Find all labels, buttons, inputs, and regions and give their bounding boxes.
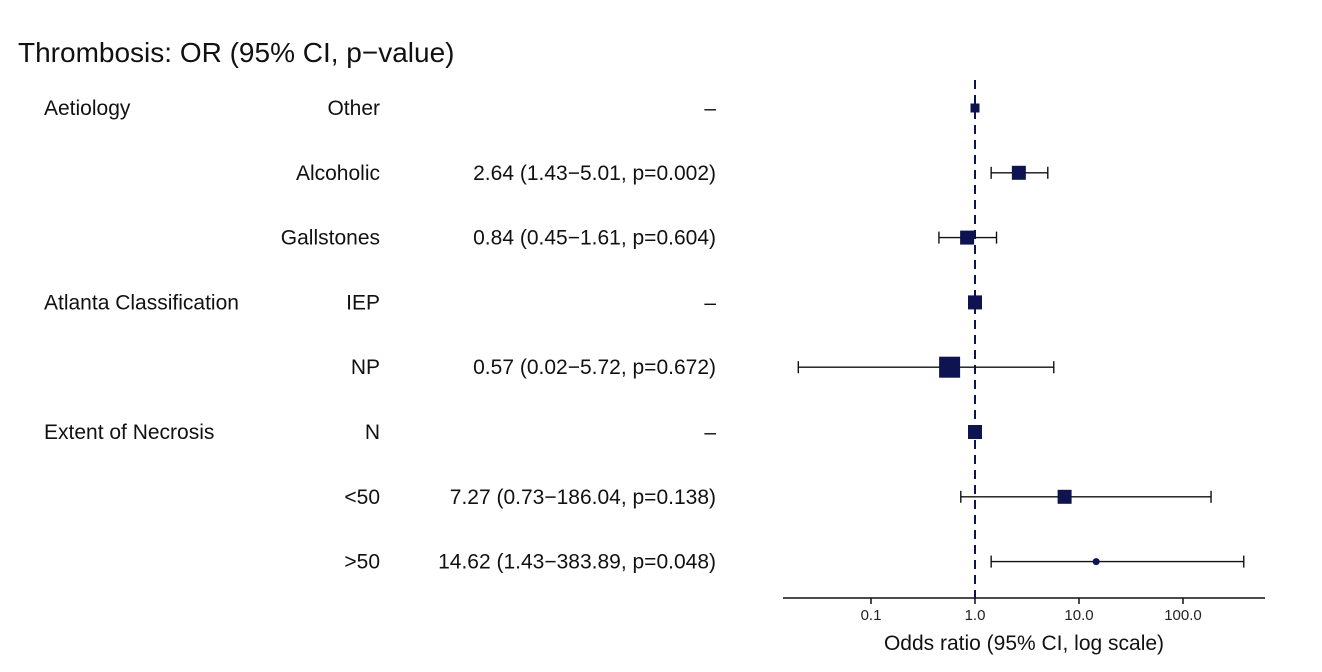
estimate-text: – bbox=[704, 97, 716, 120]
point-estimate bbox=[968, 425, 982, 439]
point-estimate bbox=[1057, 489, 1072, 504]
estimate-text: 2.64 (1.43−5.01, p=0.002) bbox=[473, 162, 716, 185]
point-estimate bbox=[968, 295, 982, 310]
x-tick-label: 10.0 bbox=[1064, 607, 1093, 624]
level-label: N bbox=[365, 421, 380, 444]
point-estimate bbox=[960, 230, 975, 245]
level-label: >50 bbox=[344, 551, 380, 574]
level-label: NP bbox=[351, 356, 380, 379]
estimate-text: – bbox=[704, 291, 716, 314]
level-label: Alcoholic bbox=[296, 162, 380, 185]
marks-layer bbox=[797, 103, 1245, 568]
x-tick-label: 0.1 bbox=[861, 607, 882, 624]
x-tick-label: 100.0 bbox=[1164, 607, 1202, 624]
x-axis: 0.1 1.0 10.0 100.0 bbox=[783, 597, 1265, 624]
estimate-text: 7.27 (0.73−186.04, p=0.138) bbox=[450, 486, 716, 509]
estimate-text: 0.57 (0.02−5.72, p=0.672) bbox=[473, 356, 716, 379]
estimate-text: 0.84 (0.45−1.61, p=0.604) bbox=[473, 227, 716, 250]
estimate-text: – bbox=[704, 421, 716, 444]
variable-label: Atlanta Classification bbox=[44, 291, 239, 314]
variable-label: Extent of Necrosis bbox=[44, 421, 214, 444]
level-label: IEP bbox=[346, 291, 380, 314]
x-axis-label: Odds ratio (95% CI, log scale) bbox=[884, 632, 1164, 655]
level-label: Other bbox=[327, 97, 380, 120]
rows-layer: Aetiology Other – Alcoholic 2.64 (1.43−5.01,… bbox=[44, 97, 716, 574]
point-estimate bbox=[939, 356, 961, 378]
level-label: <50 bbox=[344, 486, 380, 509]
x-tick-label: 1.0 bbox=[965, 607, 986, 624]
estimate-text: 14.62 (1.43−383.89, p=0.048) bbox=[438, 551, 716, 574]
point-estimate bbox=[1011, 165, 1026, 180]
variable-label: Aetiology bbox=[44, 97, 131, 120]
point-estimate bbox=[970, 103, 980, 113]
chart-title: Thrombosis: OR (95% CI, p−value) bbox=[18, 37, 455, 68]
point-estimate bbox=[1092, 558, 1100, 566]
level-label: Gallstones bbox=[281, 227, 380, 250]
